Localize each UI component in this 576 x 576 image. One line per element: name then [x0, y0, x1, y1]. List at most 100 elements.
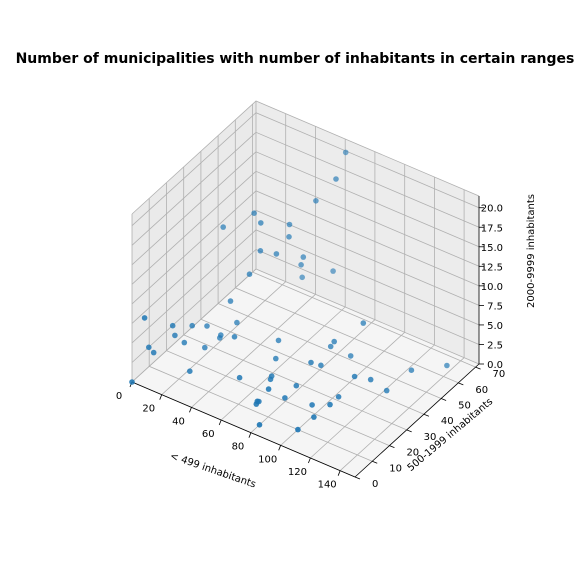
x-axis-line	[131, 381, 356, 478]
y-tick-mark	[354, 476, 361, 480]
data-point	[327, 401, 333, 408]
y-tick-label: 50	[458, 401, 471, 412]
z-gridline	[131, 190, 480, 305]
data-point	[204, 323, 210, 329]
data-point	[308, 359, 314, 366]
y-tick-mark	[440, 398, 447, 401]
data-point	[129, 379, 135, 385]
z-tick-label: 0.0	[487, 360, 503, 371]
data-point	[311, 414, 317, 420]
data-point	[327, 343, 334, 350]
data-point	[169, 322, 176, 329]
y-tick-label: 60	[475, 385, 488, 396]
z-tick-label: 17.5	[481, 223, 503, 234]
y-tick-label: 20	[406, 448, 419, 459]
x-tick-label: 20	[142, 404, 155, 415]
data-point	[273, 251, 280, 257]
data-point	[333, 176, 339, 182]
z-gridline	[131, 131, 480, 246]
data-point	[231, 334, 238, 340]
data-point	[282, 395, 288, 401]
chart-title: Number of municipalities with number of …	[16, 51, 575, 67]
x-tick-mark	[218, 419, 222, 426]
x-axis-label: < 499 inhabitants	[168, 451, 257, 491]
data-point	[367, 376, 374, 383]
data-point	[335, 394, 342, 400]
y-tick-mark	[458, 382, 464, 386]
data-point	[313, 198, 319, 204]
data-point	[360, 320, 367, 326]
data-point	[286, 234, 292, 240]
pane-back-wall	[256, 101, 479, 364]
data-point	[141, 315, 148, 321]
x-tick-mark	[278, 445, 282, 451]
data-point	[444, 362, 450, 369]
data-point	[383, 387, 390, 394]
data-point	[234, 319, 240, 326]
y-tick-mark	[423, 413, 430, 417]
data-point	[293, 382, 300, 389]
data-point	[189, 322, 195, 329]
y-tick-mark	[406, 429, 412, 433]
data-point	[295, 426, 301, 433]
data-point	[318, 362, 324, 369]
z-tick-label: 12.5	[481, 262, 503, 273]
data-point	[220, 224, 226, 230]
x-tick-label: 120	[288, 467, 307, 478]
data-point	[309, 402, 315, 408]
data-point	[347, 353, 354, 359]
x-tick-label: 40	[172, 416, 185, 427]
z-gridline	[131, 112, 480, 226]
x-tick-label: 140	[318, 480, 337, 491]
z-tick-label: 20.0	[481, 204, 503, 215]
x-tick-label: 0	[116, 391, 122, 402]
data-point	[257, 248, 264, 254]
data-point	[273, 355, 279, 362]
z-gridline	[131, 170, 480, 285]
y-tick-label: 0	[372, 479, 378, 490]
x-tick-label: 80	[232, 442, 245, 453]
data-point	[256, 422, 263, 428]
data-point	[202, 344, 208, 351]
z-gridline	[131, 209, 480, 324]
data-point	[408, 367, 415, 374]
z-tick-label: 10.0	[481, 282, 503, 293]
data-point	[146, 344, 152, 351]
data-point	[172, 332, 178, 339]
data-point	[342, 149, 349, 156]
z-tick-label: 2.5	[487, 340, 503, 351]
data-point	[298, 262, 304, 268]
data-point	[150, 349, 157, 356]
y-tick-mark	[372, 460, 378, 464]
y-tick-mark	[389, 445, 395, 448]
data-point	[254, 398, 261, 405]
x-tick-mark	[308, 457, 311, 464]
z-tick-label: 15.0	[481, 243, 503, 254]
data-point	[227, 298, 234, 304]
data-points	[129, 149, 450, 433]
y-tick-label: 10	[389, 463, 402, 474]
x-tick-mark	[248, 432, 252, 438]
data-point	[218, 332, 224, 338]
z-gridline	[131, 229, 480, 344]
y-tick-label: 30	[424, 432, 437, 443]
data-point	[251, 210, 257, 216]
x-tick-label: 60	[202, 429, 215, 440]
data-point	[299, 274, 306, 281]
data-point	[181, 339, 188, 346]
data-point	[265, 386, 272, 392]
pane-floor	[132, 269, 479, 477]
data-point	[258, 220, 264, 226]
data-point	[330, 268, 336, 274]
z-tick-label: 5.0	[487, 321, 503, 332]
z-tick-label: 7.5	[487, 301, 503, 312]
data-point	[351, 373, 358, 380]
z-gridline	[131, 151, 480, 266]
data-point	[246, 271, 253, 278]
data-point	[300, 254, 307, 260]
x-tick-label: 100	[258, 454, 277, 465]
z-axis-label: 2000-9999 inhabitants	[526, 194, 537, 308]
data-point	[267, 376, 274, 383]
